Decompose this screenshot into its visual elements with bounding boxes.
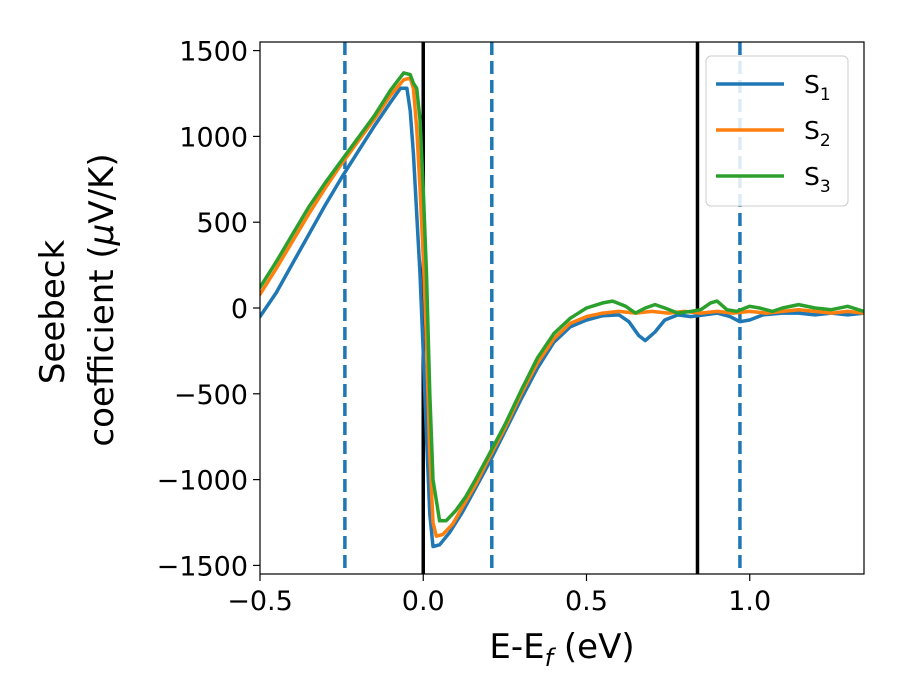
x-tick-label: −0.5 xyxy=(227,586,293,617)
legend-label-s3: S3 xyxy=(804,162,831,197)
x-tick-label: 0.5 xyxy=(565,586,608,617)
y-tick-label: −1500 xyxy=(157,551,248,582)
series-line-s1 xyxy=(260,86,864,549)
y-axis-ticks: −1500 −1000 −500 0 500 1000 1500 xyxy=(157,37,260,582)
legend-label-s1: S1 xyxy=(804,70,831,105)
y-tick-label: 1500 xyxy=(179,37,248,68)
y-axis-title: Seebeck coefficient (μV/K) xyxy=(33,153,122,446)
y-tick-label: 1000 xyxy=(179,122,248,153)
y-tick-label: −500 xyxy=(174,380,248,411)
legend: S1 S2 S3 xyxy=(705,55,849,207)
y-tick-label: 0 xyxy=(231,294,248,325)
legend-label-s2: S2 xyxy=(804,116,831,151)
y-axis-title-line1: Seebeck xyxy=(33,240,73,385)
y-tick-label: −1000 xyxy=(157,466,248,497)
x-tick-label: 1.0 xyxy=(728,586,771,617)
y-tick-label: 500 xyxy=(196,208,248,239)
x-axis-title: E-Ef (eV) xyxy=(489,627,634,672)
series-line-s3 xyxy=(260,71,864,523)
reference-lines xyxy=(343,42,742,574)
x-axis-ticks: −0.5 0.0 0.5 1.0 xyxy=(227,574,771,617)
x-tick-label: 0.0 xyxy=(402,586,445,617)
y-axis-title-line2: coefficient (μV/K) xyxy=(82,153,122,446)
series-lines xyxy=(260,71,864,549)
